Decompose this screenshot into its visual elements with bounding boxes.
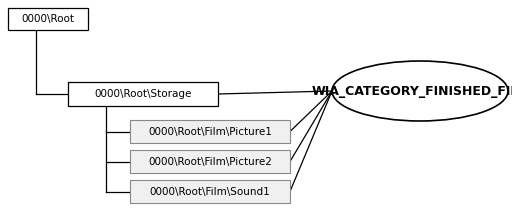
Bar (130, 120, 290, 143)
Text: 0000\Root\Film\Picture1: 0000\Root\Film\Picture1 (148, 127, 272, 136)
Bar (68, 82, 218, 106)
Bar (130, 180, 290, 203)
Text: 0000\Root: 0000\Root (22, 14, 75, 24)
Text: WIA_CATEGORY_FINISHED_FILE: WIA_CATEGORY_FINISHED_FILE (312, 84, 512, 97)
Text: 0000\Root\Film\Picture2: 0000\Root\Film\Picture2 (148, 156, 272, 166)
Text: 0000\Root\Film\Sound1: 0000\Root\Film\Sound1 (150, 186, 270, 197)
Bar (8, 8, 88, 30)
Text: 0000\Root\Storage: 0000\Root\Storage (94, 89, 191, 99)
Bar (130, 150, 290, 173)
Ellipse shape (332, 61, 508, 121)
